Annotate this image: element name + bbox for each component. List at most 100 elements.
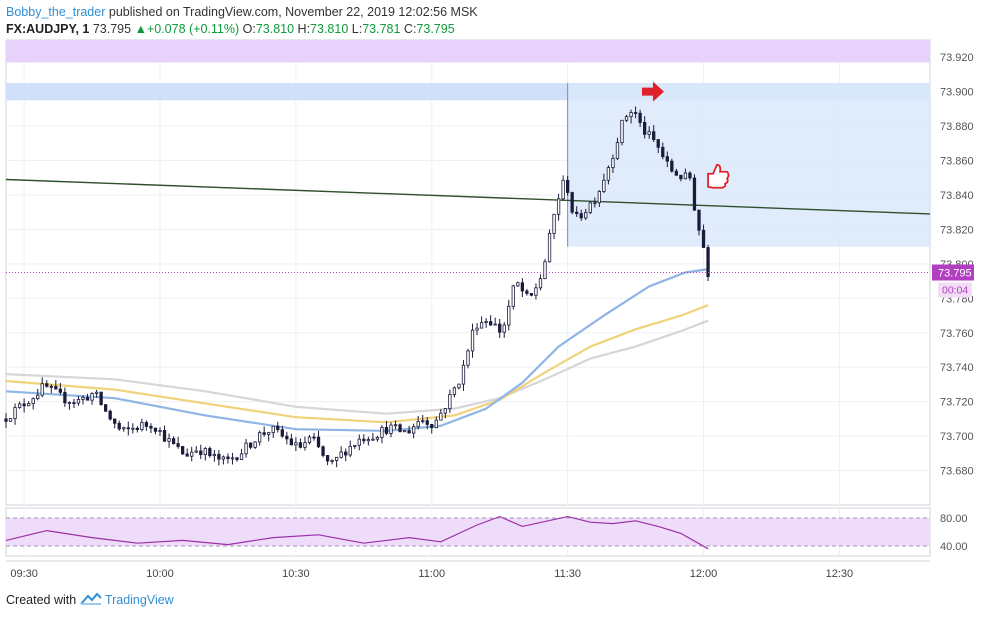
candle[interactable]: [221, 456, 226, 460]
candle[interactable]: [479, 322, 484, 329]
candle[interactable]: [181, 446, 185, 455]
candle[interactable]: [588, 202, 592, 213]
candle[interactable]: [679, 174, 683, 180]
candle[interactable]: [606, 167, 611, 181]
candle[interactable]: [489, 321, 493, 326]
candle[interactable]: [253, 441, 257, 448]
candle[interactable]: [162, 429, 167, 442]
candle[interactable]: [108, 410, 112, 420]
candle[interactable]: [461, 364, 466, 385]
candle[interactable]: [597, 191, 601, 204]
candle[interactable]: [54, 386, 58, 390]
candle[interactable]: [371, 438, 375, 441]
candle[interactable]: [661, 146, 665, 158]
candle[interactable]: [620, 119, 624, 143]
candle[interactable]: [674, 170, 678, 176]
candle[interactable]: [4, 418, 8, 422]
candle[interactable]: [122, 427, 126, 430]
candle[interactable]: [280, 429, 284, 437]
candle[interactable]: [538, 278, 543, 289]
candle[interactable]: [339, 451, 343, 458]
candle[interactable]: [94, 391, 99, 394]
candle[interactable]: [520, 282, 524, 292]
candle[interactable]: [561, 179, 565, 200]
candle[interactable]: [171, 438, 176, 444]
candle[interactable]: [289, 438, 293, 446]
candle[interactable]: [366, 439, 370, 442]
candle[interactable]: [113, 418, 117, 424]
candle[interactable]: [384, 426, 389, 434]
candle[interactable]: [407, 430, 411, 434]
candle[interactable]: [547, 232, 552, 263]
tradingview-link[interactable]: TradingView: [104, 593, 174, 607]
candle[interactable]: [235, 457, 239, 460]
candle[interactable]: [285, 435, 289, 440]
candle[interactable]: [67, 402, 72, 405]
candle[interactable]: [140, 422, 144, 431]
candle[interactable]: [267, 432, 271, 435]
candle[interactable]: [76, 399, 81, 404]
candle[interactable]: [692, 177, 697, 211]
candle[interactable]: [316, 436, 321, 448]
candle[interactable]: [529, 293, 534, 296]
candle[interactable]: [312, 436, 316, 439]
candle[interactable]: [389, 424, 393, 434]
candle[interactable]: [307, 436, 312, 444]
candle[interactable]: [17, 403, 22, 408]
candle[interactable]: [126, 427, 130, 430]
candle[interactable]: [534, 287, 538, 296]
candle[interactable]: [425, 420, 429, 425]
candle[interactable]: [638, 112, 642, 123]
candle[interactable]: [656, 139, 660, 148]
candle[interactable]: [239, 453, 244, 460]
candle[interactable]: [353, 444, 357, 447]
candle[interactable]: [45, 383, 49, 387]
candle[interactable]: [466, 350, 470, 366]
candle[interactable]: [516, 282, 520, 287]
candle[interactable]: [208, 448, 212, 457]
candle[interactable]: [697, 209, 701, 231]
candle[interactable]: [230, 457, 235, 460]
candle[interactable]: [570, 192, 574, 213]
price-chart[interactable]: 73.920 73.900 73.880 73.860 73.840 73.820 73.8…: [0, 0, 988, 590]
candle[interactable]: [652, 131, 656, 140]
candle[interactable]: [566, 179, 570, 193]
candle[interactable]: [199, 450, 203, 455]
candle[interactable]: [144, 422, 149, 427]
candle[interactable]: [670, 160, 674, 172]
candle[interactable]: [452, 387, 457, 395]
candle[interactable]: [149, 425, 153, 429]
candle[interactable]: [212, 453, 216, 457]
candle[interactable]: [258, 432, 262, 443]
candle[interactable]: [58, 388, 62, 393]
candle[interactable]: [688, 172, 692, 179]
candle[interactable]: [624, 116, 629, 121]
candle[interactable]: [190, 451, 194, 457]
author-link[interactable]: Bobby_the_trader: [6, 5, 106, 19]
candle[interactable]: [335, 456, 339, 461]
candle[interactable]: [194, 450, 198, 453]
candle[interactable]: [525, 290, 529, 294]
candle[interactable]: [217, 453, 221, 460]
candle[interactable]: [99, 391, 103, 406]
candle[interactable]: [36, 394, 40, 400]
candle[interactable]: [226, 456, 230, 460]
candle[interactable]: [262, 432, 266, 435]
symbol-label[interactable]: FX:AUDJPY, 1: [6, 22, 90, 36]
candle[interactable]: [416, 421, 420, 428]
candle[interactable]: [294, 442, 298, 446]
candle[interactable]: [701, 229, 706, 248]
candle[interactable]: [158, 429, 162, 432]
candle[interactable]: [81, 397, 85, 400]
candle[interactable]: [556, 198, 561, 215]
candle[interactable]: [185, 453, 189, 457]
candle[interactable]: [430, 424, 434, 429]
candle[interactable]: [135, 427, 139, 431]
candle[interactable]: [470, 329, 475, 352]
candle[interactable]: [362, 438, 366, 442]
candle[interactable]: [443, 408, 447, 414]
candle[interactable]: [502, 324, 506, 333]
candle[interactable]: [167, 438, 171, 442]
candle[interactable]: [117, 422, 121, 430]
candle[interactable]: [629, 112, 633, 118]
